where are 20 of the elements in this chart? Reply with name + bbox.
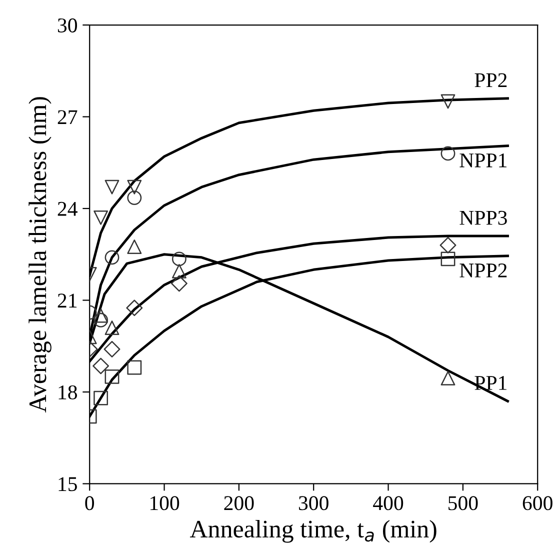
series-label: PP1 bbox=[474, 376, 506, 390]
series-label: PP2 bbox=[474, 73, 507, 88]
y-tick-label: 15 bbox=[58, 477, 77, 492]
series-label: NPP3 bbox=[460, 210, 507, 225]
series-label: NPP1 bbox=[460, 153, 506, 168]
y-tick-label: 30 bbox=[58, 18, 77, 32]
x-tick-label: 400 bbox=[373, 496, 404, 510]
x-tick-label: 100 bbox=[150, 496, 180, 510]
x-tick-label: 300 bbox=[298, 496, 328, 510]
x-tick-label: 600 bbox=[522, 496, 552, 510]
y-tick-label: 27 bbox=[58, 110, 78, 124]
y-tick-label: 24 bbox=[58, 202, 78, 216]
x-axis-title: Annealing time, t$_{a}$ (min) bbox=[190, 520, 436, 543]
x-tick-label: 500 bbox=[448, 496, 478, 510]
y-tick-label: 21 bbox=[58, 294, 77, 308]
y-tick-label: 18 bbox=[58, 385, 77, 400]
x-tick-label: 0 bbox=[85, 496, 94, 510]
y-axis-title: Average lamella thickness (nm) bbox=[28, 97, 52, 413]
x-tick-label: 200 bbox=[224, 496, 254, 510]
series-label: NPP2 bbox=[460, 264, 507, 278]
